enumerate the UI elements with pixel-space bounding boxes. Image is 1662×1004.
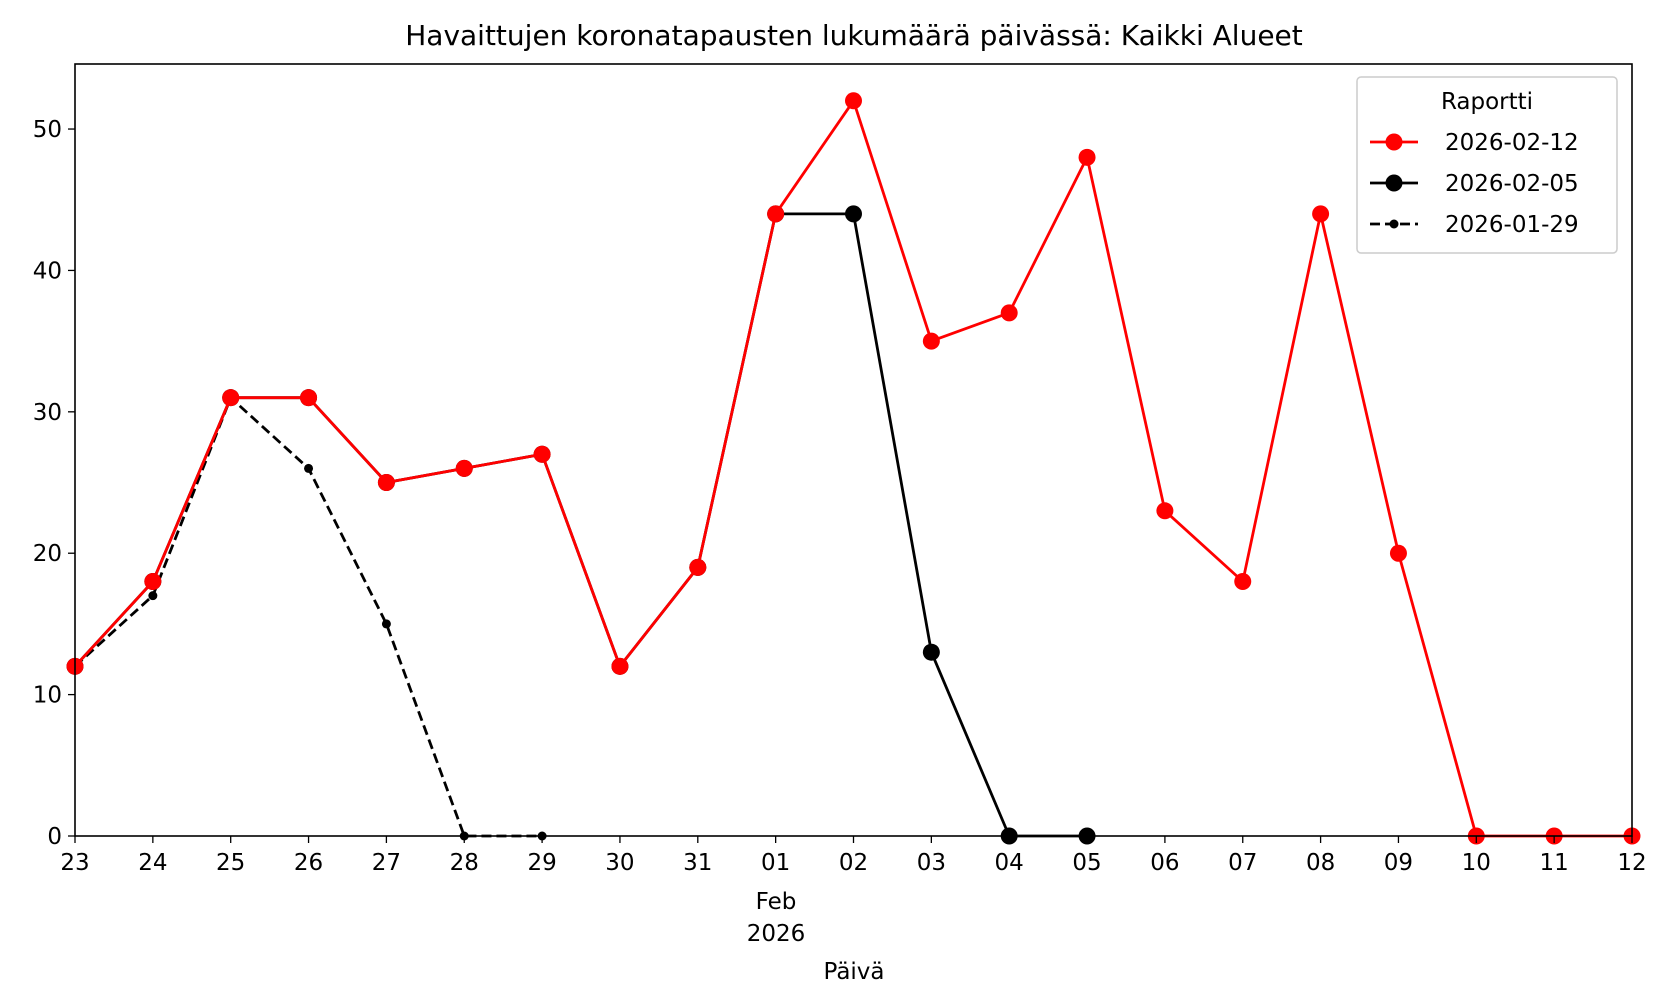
x-tick-label: 08	[1306, 850, 1335, 876]
year-label: 2026	[747, 921, 806, 947]
series-layer	[66, 92, 1641, 845]
x-tick-label: 10	[1462, 850, 1491, 876]
legend-marker	[1385, 174, 1403, 192]
x-tick-label: 07	[1228, 850, 1257, 876]
legend-marker	[1385, 133, 1403, 151]
data-point	[222, 389, 240, 407]
data-point	[845, 205, 862, 223]
legend-box	[1356, 76, 1618, 254]
x-tick-label: 09	[1384, 850, 1413, 876]
x-tick-label: 25	[216, 850, 245, 876]
data-point	[1389, 544, 1407, 562]
data-point	[304, 463, 314, 473]
x-tick-label: 11	[1540, 850, 1569, 876]
legend-title: Raportti	[1441, 89, 1533, 115]
data-point	[148, 591, 158, 601]
chart-title: Havaittujen koronatapausten lukumäärä pä…	[405, 19, 1303, 52]
data-point	[381, 619, 391, 629]
x-tick-label: 26	[294, 850, 323, 876]
y-tick-label: 20	[33, 541, 62, 567]
data-point	[1312, 205, 1330, 223]
x-tick-label: 01	[761, 850, 790, 876]
x-axis-label: Päivä	[823, 959, 884, 985]
legend-entry: 2026-01-29	[1370, 212, 1579, 238]
x-tick-label: 12	[1617, 850, 1646, 876]
data-point	[144, 572, 162, 590]
y-tick-label: 40	[33, 258, 62, 284]
data-point	[611, 657, 629, 675]
x-tick-label: 31	[683, 850, 712, 876]
x-tick-label: 24	[138, 850, 167, 876]
x-tick-label: 05	[1072, 850, 1101, 876]
legend-label: 2026-02-05	[1445, 171, 1579, 197]
x-tick-label: 30	[605, 850, 634, 876]
month-label: Feb	[756, 889, 797, 915]
data-point	[1078, 148, 1096, 166]
x-tick-label: 27	[372, 850, 401, 876]
y-tick-label: 0	[47, 824, 62, 850]
x-tick-label: 02	[839, 850, 868, 876]
data-point	[922, 643, 940, 661]
y-tick-label: 10	[33, 683, 62, 709]
series-2026-02-12	[66, 92, 1641, 845]
legend-label: 2026-02-12	[1445, 130, 1579, 156]
x-tick-label: 29	[527, 850, 556, 876]
data-point	[300, 389, 318, 407]
data-point	[1234, 572, 1252, 590]
y-tick-label: 30	[33, 400, 62, 426]
legend-entry: 2026-02-05	[1370, 171, 1579, 197]
legend-entries: 2026-02-12 2026-02-05 2026-01-29	[1370, 130, 1579, 238]
data-point	[533, 445, 551, 463]
data-point	[455, 459, 473, 477]
legend: Raportti 2026-02-12 2026-02-05 2026-01-29	[1356, 76, 1618, 254]
legend-marker	[1389, 219, 1399, 229]
x-tick-label: 03	[917, 850, 946, 876]
x-tick-label: 23	[60, 850, 89, 876]
data-point	[922, 332, 940, 350]
data-point	[689, 558, 707, 576]
legend-label: 2026-01-29	[1445, 212, 1579, 238]
data-point	[1000, 304, 1018, 322]
y-tick-label: 50	[33, 117, 62, 143]
axis-layer: 23 24 25 26 27 28 29 30 31 01 02 03 04 05 06 07 08 09 10 11…	[33, 117, 1647, 876]
data-point	[767, 205, 785, 223]
x-tick-label: 06	[1150, 850, 1179, 876]
x-tick-label: 28	[450, 850, 479, 876]
x-tick-label: 04	[995, 850, 1024, 876]
legend-entry: 2026-02-12	[1370, 130, 1579, 156]
data-point	[1156, 502, 1174, 520]
data-point	[377, 474, 395, 492]
data-point	[845, 92, 862, 110]
